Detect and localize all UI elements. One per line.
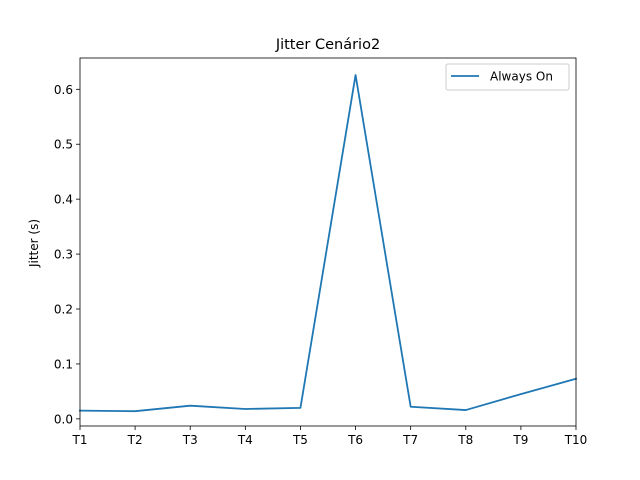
plot-area: T1 T2 T3 T4 T5 T6 T7 T8 T9 T10 0.0 0.1 0.2 0.3 0.4 0.5 0… xyxy=(54,57,588,447)
legend-frame xyxy=(445,63,570,91)
y-tick-label: 0.1 xyxy=(54,357,73,371)
y-axis-label: Jitter (s) xyxy=(27,219,41,268)
x-tick-label: T10 xyxy=(564,433,588,447)
axes-frame xyxy=(79,57,577,427)
y-tick-label: 0.3 xyxy=(54,248,73,262)
x-tick-label: T4 xyxy=(237,433,253,447)
x-tick-label: T9 xyxy=(512,433,528,447)
x-tick-label: T8 xyxy=(457,433,473,447)
x-tick-label: T6 xyxy=(347,433,363,447)
x-tick-label: T5 xyxy=(292,433,308,447)
x-tick-label: T2 xyxy=(127,433,143,447)
chart-title: Jitter Cenário2 xyxy=(275,37,380,53)
x-tick-label: T7 xyxy=(402,433,418,447)
x-tick-label: T1 xyxy=(72,433,88,447)
y-tick-label: 0.4 xyxy=(54,193,73,207)
y-tick-label: 0.2 xyxy=(54,303,73,317)
y-tick-label: 0.5 xyxy=(54,138,73,152)
y-tick-label: 0.0 xyxy=(54,412,73,426)
legend: Always On xyxy=(445,63,570,91)
series-line-0 xyxy=(79,74,578,413)
x-tick-label: T3 xyxy=(182,433,198,447)
y-tick-label: 0.6 xyxy=(54,83,73,97)
legend-series-label: Always On xyxy=(490,70,553,84)
